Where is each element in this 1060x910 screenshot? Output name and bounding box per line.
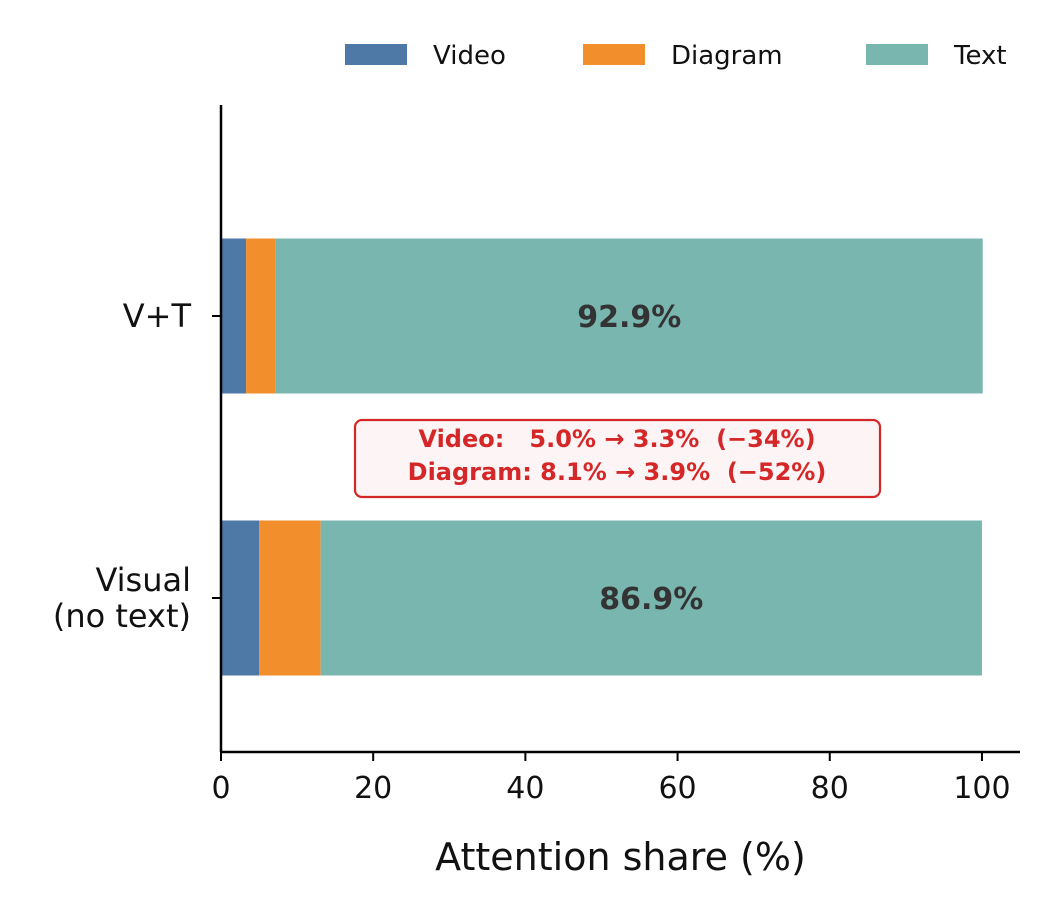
bar-labels-group: 92.9% 86.9% [577,300,703,617]
legend-label-diagram: Diagram [671,41,783,71]
bar-diagram-0 [246,238,276,394]
y-category-label: Visual (no text) [53,561,191,635]
bar-video-1 [221,520,260,676]
legend: Video Diagram Text [345,41,1007,71]
x-tick-label: 100 [953,771,1010,806]
annotation-line: Diagram: 8.1% → 3.9% (−52%) [408,458,827,486]
x-tick-label: 20 [354,771,392,806]
bar-data-label: 86.9% [599,582,703,617]
x-tick-label: 60 [658,771,696,806]
x-tick-label: 80 [811,771,849,806]
bar-diagram-1 [259,520,321,676]
annotation-frame [353,418,882,499]
bar-text-1 [320,520,982,676]
x-tick-label: 0 [211,771,230,806]
annotation-box: Video: 5.0% → 3.3% (−34%) Diagram: 8.1% →… [353,418,882,499]
axes-group: 0 20 40 60 80 100 V+T Visual (no text) [53,105,1020,806]
annotation-line: Video: 5.0% → 3.3% (−34%) [418,425,815,453]
x-axis-title: Attention share (%) [435,835,806,879]
x-tick-label: 40 [506,771,544,806]
legend-swatch-video [345,44,407,65]
legend-label-text: Text [953,41,1007,71]
bars-group [221,238,983,676]
legend-swatch-text [866,44,928,65]
bar-video-0 [221,238,247,394]
legend-swatch-diagram [583,44,645,65]
bar-text-0 [275,238,983,394]
legend-label-video: Video [433,41,506,71]
y-category-label: V+T [123,297,192,335]
bar-data-label: 92.9% [577,300,681,335]
